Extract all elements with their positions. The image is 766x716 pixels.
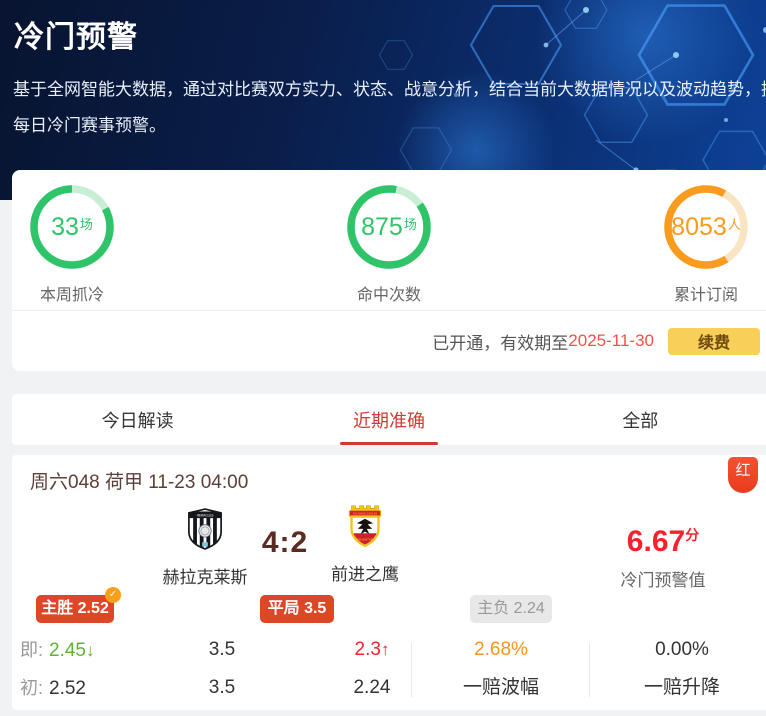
- tab-all[interactable]: 全部: [515, 394, 766, 445]
- away-team-name: 前进之鹰: [331, 565, 399, 584]
- page-description-line1: 基于全网智能大数据，通过对比赛双方实力、状态、战意分析，结合当前大数据情况以及波…: [13, 80, 766, 99]
- warn-number: 6.67: [626, 525, 686, 558]
- page-description-line2: 每日冷门赛事预警。: [13, 116, 166, 135]
- tab-label: 全部: [622, 410, 659, 431]
- divider: [411, 643, 412, 697]
- stat-value: 33: [51, 212, 79, 241]
- home-team: HERACLES 赫拉克莱斯: [145, 508, 265, 588]
- stat-unit: 人: [727, 216, 741, 232]
- initial-home-odds: 2.52: [49, 678, 86, 699]
- stat-value: 8053: [671, 212, 727, 241]
- odds-volatility-value: 2.68%: [474, 639, 528, 660]
- upset-warning-value: 6.67分: [593, 525, 733, 559]
- subscription-status: 已开通，有效期至: [432, 333, 569, 353]
- divider: [589, 643, 590, 697]
- match-card[interactable]: 周六048 荷甲 11-23 04:00 红 HERACLES 赫拉克莱斯: [12, 455, 766, 710]
- subscription-expire-date: 2025-11-30: [568, 331, 654, 350]
- page-title: 冷门预警: [14, 21, 138, 54]
- stat-label: 命中次数: [356, 287, 421, 304]
- page-description: 基于全网智能大数据，通过对比赛双方实力、状态、战意分析，结合当前大数据情况以及波…: [13, 72, 766, 144]
- upset-warning-block: 6.67分 冷门预警值: [593, 525, 733, 591]
- live-odds-prefix: 即:: [20, 640, 44, 660]
- stat-unit: 场: [403, 216, 417, 232]
- chip-draw-label: 平局 3.5: [267, 600, 327, 617]
- stats-rings-row: 33 场 本周抓冷 875 场 命中次数: [12, 170, 766, 310]
- chip-home-lose-label: 主负 2.24: [477, 600, 545, 617]
- live-away-odds: 2.3: [354, 639, 381, 660]
- svg-text:GO AHEAD EAGLES: GO AHEAD EAGLES: [353, 512, 378, 516]
- odds-change-value: 0.00%: [655, 639, 709, 660]
- svg-text:DEVENTER: DEVENTER: [357, 537, 373, 541]
- upset-warning-label: 冷门预警值: [620, 571, 706, 590]
- tabs-bar: 今日解读 近期准确 全部: [12, 394, 766, 445]
- page-header: 冷门预警 基于全网智能大数据，通过对比赛双方实力、状态、战意分析，结合当前大数据…: [0, 0, 766, 200]
- go-ahead-eagles-logo-icon: GO AHEAD EAGLES DEVENTER: [348, 505, 382, 548]
- home-team-name: 赫拉克莱斯: [162, 568, 248, 587]
- stats-card: 33 场 本周抓冷 875 场 命中次数: [12, 170, 766, 371]
- tab-label: 近期准确: [352, 410, 425, 431]
- stat-label: 本周抓冷: [39, 287, 104, 304]
- initial-away-odds: 2.24: [353, 677, 391, 698]
- chip-home-win: 主胜 2.52 ✓: [36, 587, 121, 623]
- active-tab-underline: [339, 442, 438, 445]
- stat-hit-count: 875 场 命中次数: [343, 170, 435, 310]
- stat-unit: 场: [79, 216, 93, 232]
- odds-change-label: 一赔升降: [643, 677, 720, 698]
- live-home-odds: 2.45: [49, 640, 86, 661]
- stat-value: 875: [361, 212, 403, 241]
- live-odds-row: 即: 2.45↓ 3.5 2.3↑ 2.68% 0.00%: [12, 637, 766, 663]
- svg-text:HERACLES: HERACLES: [197, 513, 214, 517]
- renew-button[interactable]: 续费: [668, 327, 760, 355]
- stat-label: 累计订阅: [673, 287, 738, 304]
- initial-odds-row: 初: 2.52 3.5 2.24 一赔波幅 一赔升降: [12, 675, 766, 701]
- tab-label: 今日解读: [101, 410, 174, 431]
- match-info: 周六048 荷甲 11-23 04:00: [30, 472, 249, 493]
- warn-unit: 分: [685, 527, 700, 543]
- live-draw-odds: 3.5: [208, 639, 236, 660]
- progress-ring-green: [347, 185, 431, 269]
- odds-volatility-label: 一赔波幅: [462, 677, 539, 698]
- up-arrow-icon: ↑: [380, 640, 390, 659]
- progress-ring-orange: [664, 185, 748, 269]
- hexagon-pattern-decoration: [379, 0, 766, 200]
- initial-odds-prefix: 初:: [20, 678, 44, 698]
- chip-draw: 平局 3.5: [260, 595, 334, 623]
- check-icon: ✓: [105, 587, 121, 603]
- initial-draw-odds: 3.5: [208, 677, 236, 698]
- down-arrow-icon: ↓: [86, 641, 95, 660]
- tab-today-analysis[interactable]: 今日解读: [12, 394, 263, 445]
- progress-ring-green: [30, 185, 114, 269]
- red-tag-badge: 红: [728, 457, 758, 493]
- away-team: GO AHEAD EAGLES DEVENTER 前进之鹰: [305, 503, 425, 585]
- divider: [12, 310, 766, 311]
- match-score: 4:2: [261, 526, 309, 559]
- stat-total-subscribers: 8053 人 累计订阅: [660, 170, 752, 310]
- subscription-row: 已开通，有效期至 2025-11-30 续费: [12, 311, 766, 371]
- tab-recent-accurate[interactable]: 近期准确: [263, 394, 514, 445]
- heracles-logo-icon: HERACLES: [188, 508, 222, 550]
- chip-home-win-label: 主胜 2.52: [41, 600, 109, 617]
- chip-home-lose: 主负 2.24: [470, 595, 552, 623]
- stat-weekly-upsets: 33 场 本周抓冷: [26, 170, 118, 310]
